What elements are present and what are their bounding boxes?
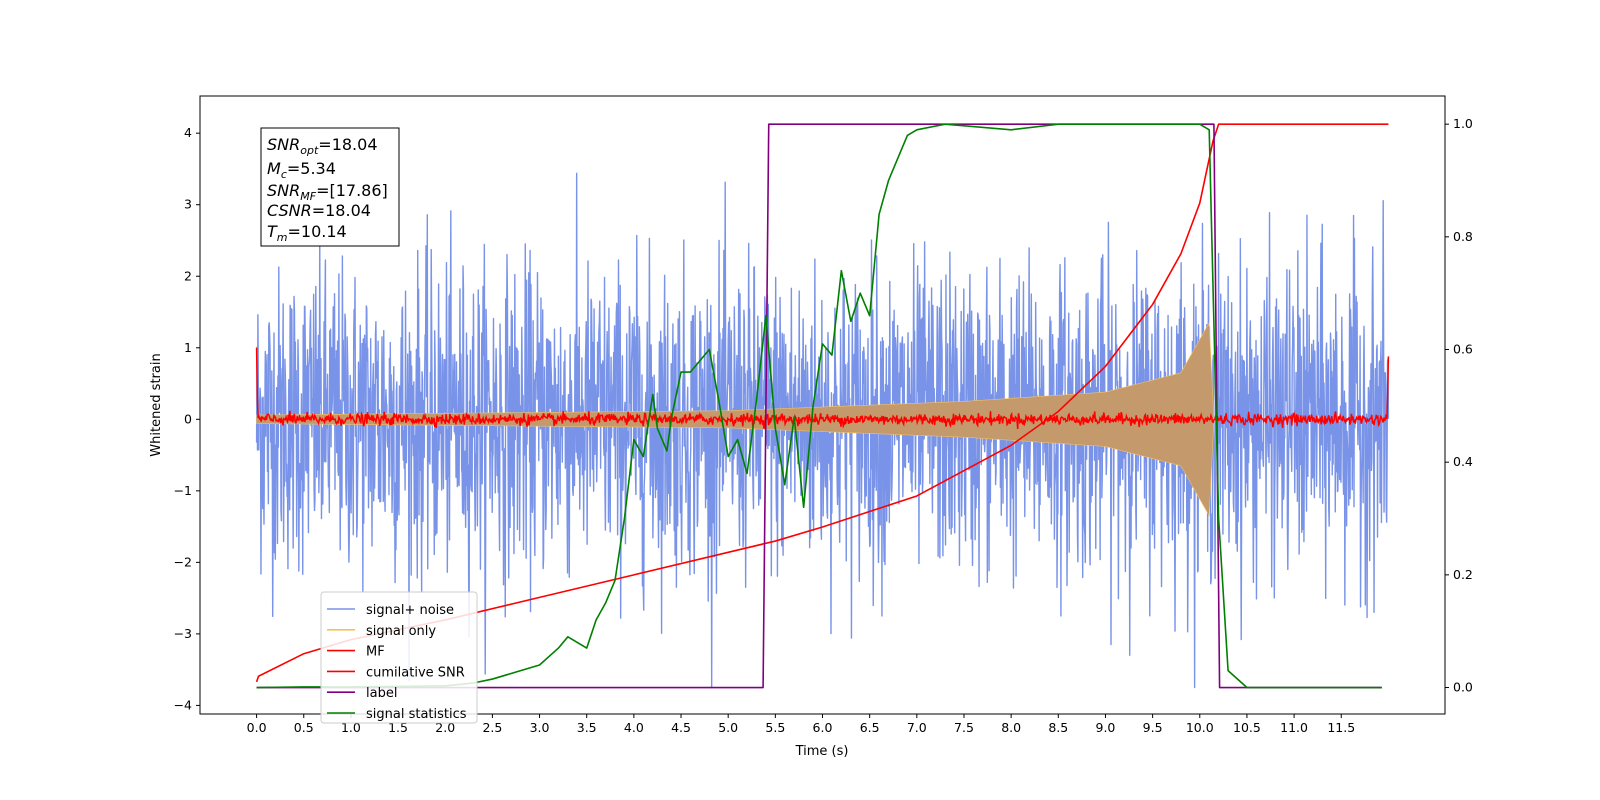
y-tick-label: 4	[184, 125, 192, 140]
y-axis-label: Whitened strain	[149, 353, 164, 456]
info-mc: Mc=5.34	[267, 159, 336, 181]
x-tick-label: 10.0	[1186, 720, 1214, 735]
x-tick-label: 11.0	[1280, 720, 1308, 735]
info-csnr: CSNR=18.04	[267, 201, 371, 220]
legend-frame	[320, 591, 478, 724]
series-mf	[255, 347, 1390, 430]
info-snr-mf: SNRMF=[17.86]	[267, 181, 388, 203]
x-tick-label: 1.0	[341, 720, 361, 735]
x-tick-label: 0.5	[294, 720, 314, 735]
x-tick-label: 3.0	[530, 720, 550, 735]
legend-entry-label: cumilative SNR	[366, 665, 465, 680]
legend-entry-label: MF	[366, 645, 385, 660]
x-tick-label: 7.0	[907, 720, 927, 735]
x-tick-label: 1.5	[388, 720, 408, 735]
info-box: SNRopt=18.04 Mc=5.34 SNRMF=[17.86] CSNR=…	[260, 127, 400, 247]
x-tick-label: 11.5	[1327, 720, 1355, 735]
legend-entry-label: signal only	[366, 624, 436, 639]
y2-tick-label: 0.0	[1453, 680, 1473, 695]
info-tm: Tm=10.14	[267, 222, 347, 244]
x-tick-label: 6.0	[813, 720, 833, 735]
series-signal-statistics	[256, 123, 1382, 689]
legend-entry-label: signal statistics	[366, 707, 467, 722]
x-tick-label: 2.0	[435, 720, 455, 735]
x-tick-label: 4.5	[671, 720, 691, 735]
info-snr-opt: SNRopt=18.04	[267, 135, 378, 157]
y2-tick-label: 0.8	[1453, 229, 1473, 244]
x-tick-label: 8.5	[1048, 720, 1068, 735]
y-tick-label: 3	[184, 197, 192, 212]
x-tick-label: 10.5	[1233, 720, 1261, 735]
y2-tick-label: 0.6	[1453, 342, 1473, 357]
y-tick-label: −4	[174, 697, 192, 712]
x-tick-label: 5.0	[718, 720, 738, 735]
x-tick-label: 9.0	[1096, 720, 1116, 735]
y-tick-label: −3	[174, 626, 192, 641]
legend-entry-label: signal+ noise	[366, 603, 454, 618]
y-tick-label: 1	[184, 340, 192, 355]
y-tick-label: −1	[174, 483, 192, 498]
x-tick-label: 9.5	[1143, 720, 1163, 735]
axes: 0.0 0.5 1.0 1.5 2.0 2.5 3.0 3.5 4.0 4.5 5.0 5.5 6.0 6…	[174, 116, 1473, 735]
x-tick-label: 0.0	[247, 720, 267, 735]
x-tick-label: 7.5	[954, 720, 974, 735]
x-tick-label: 5.5	[765, 720, 785, 735]
x-tick-label: 6.5	[860, 720, 880, 735]
x-axis-label: Time (s)	[795, 744, 849, 759]
y2-tick-label: 0.2	[1453, 567, 1473, 582]
y-tick-label: −2	[174, 554, 192, 569]
legend: signal+ noise signal only MF cumilative SNR…	[320, 591, 478, 724]
series-signal-only	[256, 321, 1215, 517]
x-tick-label: 8.0	[1001, 720, 1021, 735]
y2-tick-label: 0.4	[1453, 454, 1473, 469]
x-tick-label: 2.5	[482, 720, 502, 735]
legend-entry-label: label	[366, 686, 397, 701]
x-tick-label: 4.0	[624, 720, 644, 735]
x-tick-label: 3.5	[577, 720, 597, 735]
y-tick-label: 0	[184, 411, 192, 426]
y2-tick-label: 1.0	[1453, 116, 1473, 131]
y-tick-label: 2	[184, 268, 192, 283]
info-box-frame	[260, 127, 400, 247]
